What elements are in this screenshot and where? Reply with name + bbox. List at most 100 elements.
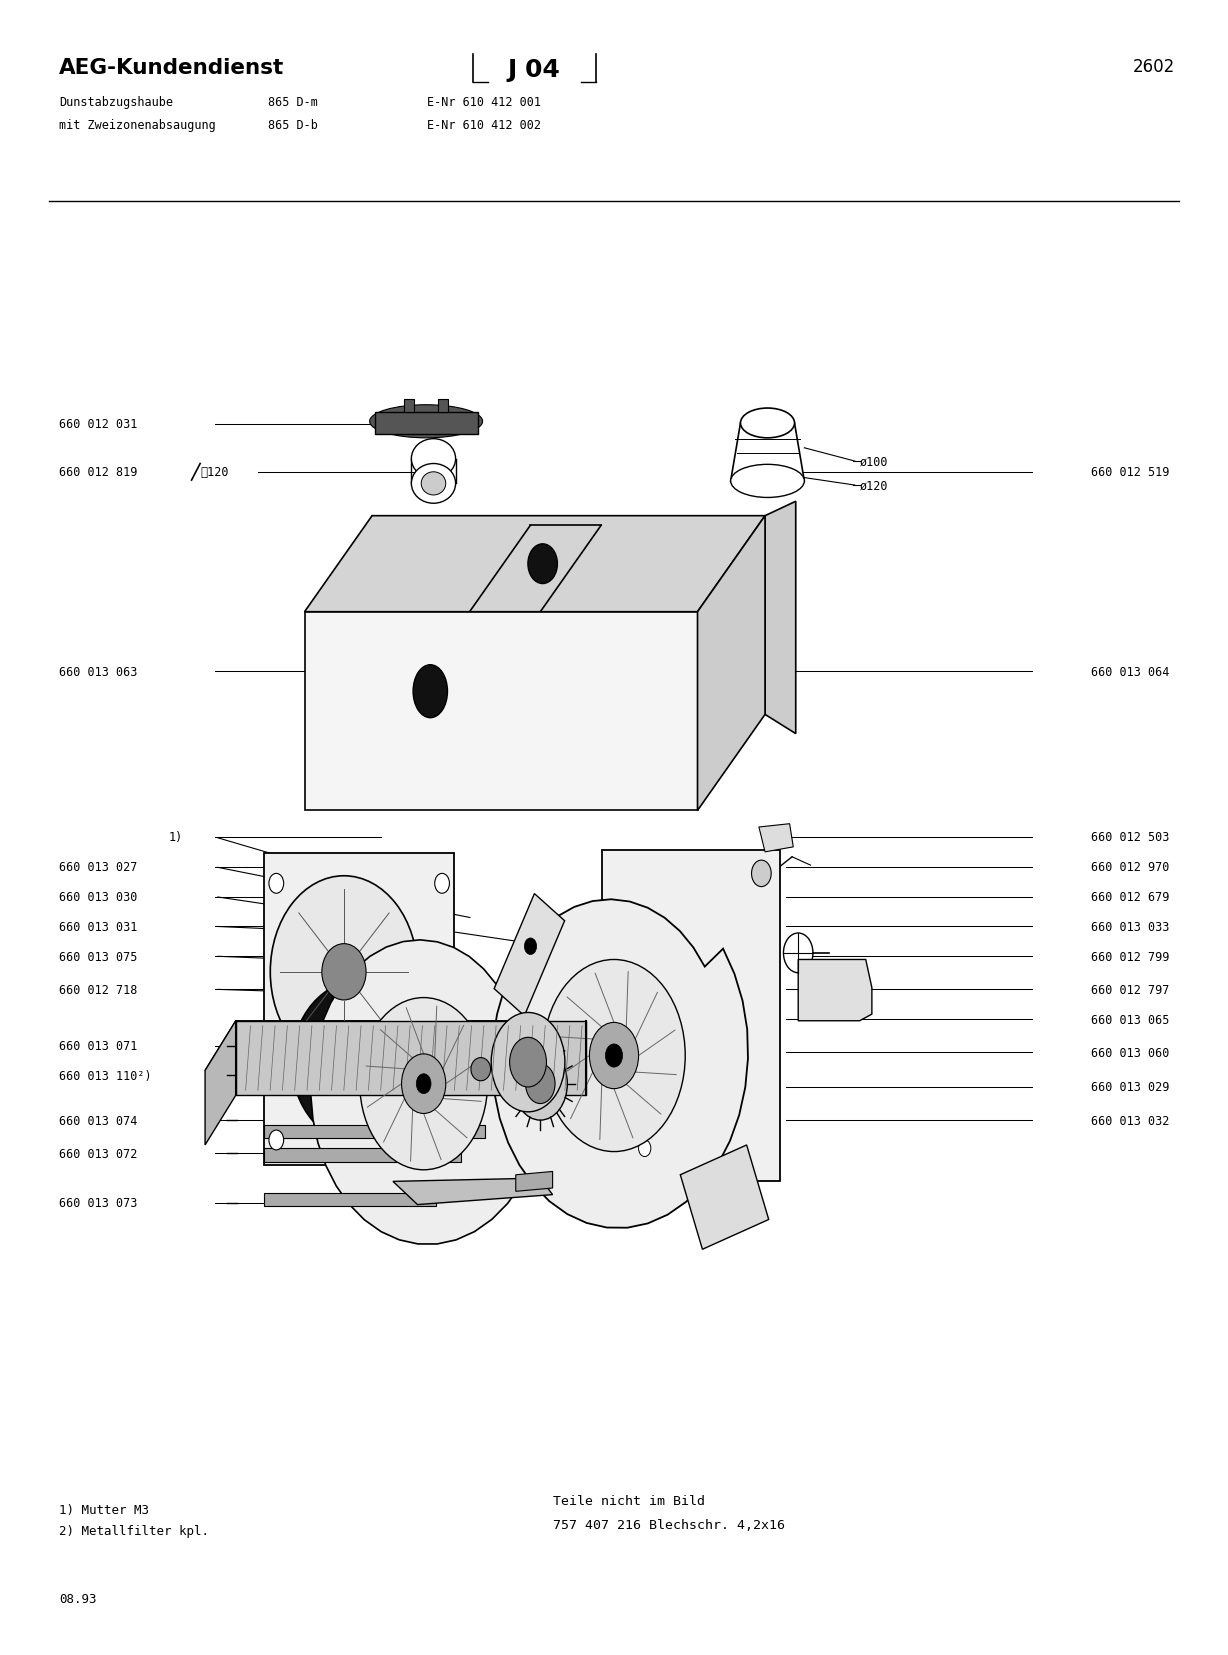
Ellipse shape [783, 933, 813, 973]
Ellipse shape [411, 463, 456, 503]
Polygon shape [765, 501, 796, 735]
Ellipse shape [370, 405, 483, 439]
Text: 660 013 110²): 660 013 110²) [59, 1069, 151, 1082]
Polygon shape [492, 900, 748, 1228]
Ellipse shape [528, 544, 558, 584]
Ellipse shape [731, 465, 804, 498]
Text: 660 013 060: 660 013 060 [1090, 1046, 1169, 1059]
Ellipse shape [360, 998, 488, 1170]
Ellipse shape [470, 1058, 491, 1081]
Ellipse shape [402, 1054, 446, 1114]
Text: 660 013 032: 660 013 032 [1090, 1114, 1169, 1127]
Text: 660 012 718: 660 012 718 [59, 983, 138, 996]
Polygon shape [680, 1145, 769, 1250]
Text: 660 012 031: 660 012 031 [59, 419, 138, 430]
Text: 660 012 519: 660 012 519 [1090, 467, 1169, 478]
Polygon shape [205, 1021, 586, 1071]
Ellipse shape [752, 861, 771, 887]
Polygon shape [516, 1172, 553, 1192]
Polygon shape [264, 1149, 460, 1162]
Text: 660 013 074: 660 013 074 [59, 1114, 138, 1127]
Ellipse shape [526, 1064, 555, 1104]
Text: 660 013 033: 660 013 033 [1090, 920, 1169, 933]
Polygon shape [372, 516, 765, 715]
Text: 660 013 029: 660 013 029 [1090, 1081, 1169, 1094]
Polygon shape [602, 851, 780, 1182]
Ellipse shape [435, 874, 449, 894]
Polygon shape [305, 612, 698, 811]
Text: 660 013 075: 660 013 075 [59, 950, 138, 963]
Ellipse shape [740, 409, 795, 439]
Text: 08.93: 08.93 [59, 1592, 97, 1605]
Ellipse shape [626, 1107, 639, 1124]
Text: 660 013 071: 660 013 071 [59, 1039, 138, 1053]
Text: ø100: ø100 [860, 455, 888, 468]
Text: J 04: J 04 [507, 58, 561, 81]
Ellipse shape [639, 1140, 651, 1157]
Polygon shape [205, 1021, 236, 1145]
Text: 660 013 031: 660 013 031 [59, 920, 138, 933]
Text: 660 012 797: 660 012 797 [1090, 983, 1169, 996]
Text: 660 013 065: 660 013 065 [1090, 1013, 1169, 1026]
Polygon shape [438, 399, 448, 412]
Ellipse shape [416, 1074, 431, 1094]
Polygon shape [264, 854, 454, 1165]
Polygon shape [494, 894, 565, 1016]
Polygon shape [264, 1193, 436, 1206]
Ellipse shape [270, 875, 418, 1067]
Ellipse shape [292, 980, 435, 1145]
Text: 660 012 819: 660 012 819 [59, 467, 138, 478]
Ellipse shape [435, 1130, 449, 1150]
Ellipse shape [269, 874, 284, 894]
Polygon shape [311, 940, 549, 1245]
Text: mit Zweizonenabsaugung: mit Zweizonenabsaugung [59, 119, 216, 132]
Text: 660 012 503: 660 012 503 [1090, 831, 1169, 844]
Text: 660 013 064: 660 013 064 [1090, 665, 1169, 679]
Text: 2) Metallfilter kpl.: 2) Metallfilter kpl. [59, 1524, 209, 1537]
Text: Dunstabzugshaube: Dunstabzugshaube [59, 96, 173, 109]
Text: ø120: ø120 [860, 480, 888, 492]
Ellipse shape [421, 472, 446, 496]
Ellipse shape [524, 938, 537, 955]
Polygon shape [305, 516, 765, 612]
Text: E-Nr 610 412 002: E-Nr 610 412 002 [427, 119, 542, 132]
Text: AEG-Kundendienst: AEG-Kundendienst [59, 58, 284, 78]
Text: 865 D-b: 865 D-b [268, 119, 318, 132]
Ellipse shape [510, 1038, 546, 1087]
Polygon shape [759, 824, 793, 852]
Ellipse shape [589, 1023, 639, 1089]
Polygon shape [698, 516, 765, 811]
Text: 660 012 970: 660 012 970 [1090, 861, 1169, 874]
Text: 660 012 679: 660 012 679 [1090, 890, 1169, 904]
Text: Teile nicht im Bild: Teile nicht im Bild [553, 1494, 705, 1508]
Ellipse shape [513, 1048, 567, 1120]
Polygon shape [236, 1021, 586, 1096]
Text: 660 012 799: 660 012 799 [1090, 950, 1169, 963]
Ellipse shape [411, 439, 456, 480]
Ellipse shape [605, 1044, 623, 1067]
Polygon shape [264, 1125, 485, 1139]
Text: 660 013 063: 660 013 063 [59, 665, 138, 679]
Text: ⁄120: ⁄120 [200, 467, 228, 478]
Ellipse shape [626, 1074, 639, 1091]
Text: 865 D-m: 865 D-m [268, 96, 318, 109]
Text: 660 013 072: 660 013 072 [59, 1147, 138, 1160]
Text: 1): 1) [168, 831, 183, 844]
Text: 660 013 073: 660 013 073 [59, 1197, 138, 1210]
Polygon shape [393, 1178, 553, 1205]
Polygon shape [375, 412, 478, 434]
Text: 2602: 2602 [1133, 58, 1175, 76]
Polygon shape [731, 424, 804, 482]
Text: E-Nr 610 412 001: E-Nr 610 412 001 [427, 96, 542, 109]
Text: 660 013 027: 660 013 027 [59, 861, 138, 874]
Ellipse shape [543, 960, 685, 1152]
Ellipse shape [491, 1013, 565, 1112]
Ellipse shape [322, 943, 366, 1000]
Ellipse shape [413, 665, 447, 718]
Text: 1) Mutter M3: 1) Mutter M3 [59, 1503, 149, 1516]
Text: 757 407 216 Blechschr. 4,2x16: 757 407 216 Blechschr. 4,2x16 [553, 1518, 785, 1531]
Polygon shape [798, 960, 872, 1021]
Polygon shape [404, 399, 414, 412]
Text: 660 013 030: 660 013 030 [59, 890, 138, 904]
Ellipse shape [269, 1130, 284, 1150]
